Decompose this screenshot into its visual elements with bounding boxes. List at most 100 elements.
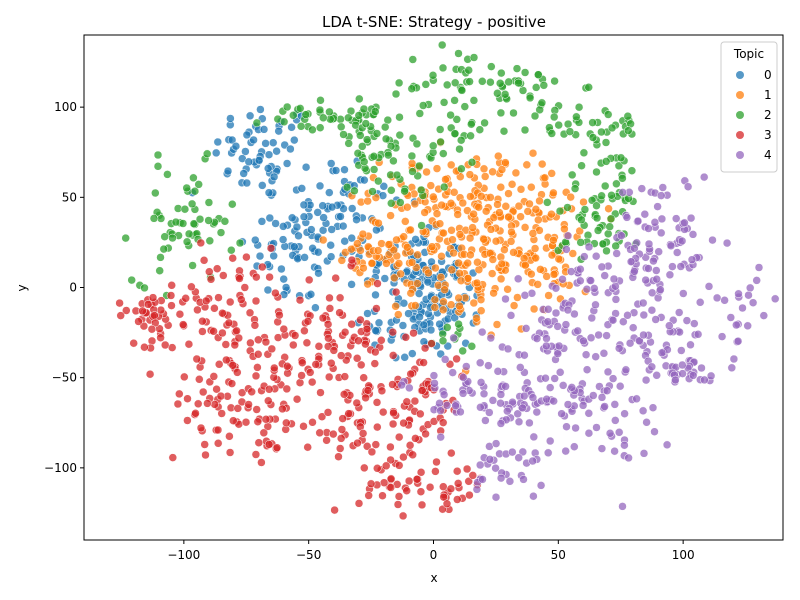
data-point — [555, 368, 565, 377]
data-point — [529, 432, 539, 442]
data-point — [336, 434, 346, 443]
data-point — [563, 119, 573, 129]
data-point — [409, 328, 418, 338]
data-point — [565, 127, 575, 136]
x-tick-label: −50 — [296, 548, 321, 562]
data-point — [528, 456, 537, 466]
data-point — [264, 150, 274, 159]
data-point — [318, 235, 328, 245]
data-point — [408, 167, 417, 176]
data-point — [153, 162, 163, 171]
data-point — [317, 412, 327, 421]
data-point — [428, 141, 438, 151]
data-point — [656, 191, 666, 200]
data-point — [401, 217, 410, 226]
data-point — [520, 291, 530, 300]
data-point — [271, 219, 280, 228]
data-point — [759, 311, 769, 320]
data-point — [401, 333, 411, 342]
data-point — [231, 141, 241, 151]
data-point — [545, 383, 555, 392]
data-point — [527, 182, 536, 192]
data-point — [242, 178, 252, 188]
data-point — [476, 378, 486, 387]
data-point — [150, 311, 159, 320]
data-point — [139, 321, 149, 331]
data-point — [300, 326, 309, 336]
data-point — [220, 217, 230, 226]
data-point — [234, 333, 244, 343]
data-point — [530, 244, 540, 253]
data-point — [452, 354, 461, 364]
data-point — [394, 310, 403, 319]
data-point — [325, 188, 334, 197]
data-point — [450, 129, 460, 138]
data-point — [438, 63, 448, 73]
data-point — [352, 398, 362, 408]
data-point — [386, 483, 396, 492]
data-point — [214, 293, 223, 302]
data-point — [677, 346, 686, 355]
series-4 — [397, 172, 780, 511]
data-point — [463, 258, 472, 268]
data-point — [213, 439, 223, 448]
data-point — [455, 230, 465, 239]
data-point — [427, 242, 437, 251]
data-point — [204, 216, 213, 225]
data-point — [476, 306, 486, 315]
data-point — [447, 226, 456, 235]
data-point — [410, 396, 420, 406]
data-point — [148, 293, 158, 302]
data-point — [394, 432, 404, 442]
data-point — [303, 317, 313, 326]
data-point — [388, 327, 398, 337]
series-2 — [121, 40, 640, 356]
data-point — [290, 135, 299, 145]
data-point — [287, 123, 296, 132]
data-point — [138, 306, 147, 316]
data-point — [469, 53, 479, 62]
data-point — [265, 272, 274, 282]
data-point — [384, 240, 394, 249]
data-point — [474, 202, 483, 212]
data-point — [584, 409, 594, 418]
data-point — [618, 174, 627, 183]
data-point — [200, 440, 209, 449]
y-tick-label: −100 — [44, 461, 77, 475]
data-point — [611, 295, 621, 304]
data-point — [361, 339, 370, 349]
data-point — [166, 291, 176, 300]
data-point — [612, 179, 621, 189]
data-point — [406, 288, 416, 298]
y-tick-label: −50 — [52, 371, 77, 385]
data-point — [528, 393, 538, 402]
data-point — [512, 64, 522, 73]
data-point — [363, 386, 373, 395]
data-point — [183, 416, 192, 425]
data-point — [501, 294, 510, 304]
data-point — [476, 403, 485, 412]
data-point — [436, 406, 445, 415]
data-point — [459, 373, 468, 382]
data-point — [572, 112, 581, 122]
data-point — [614, 344, 624, 353]
data-point — [469, 209, 478, 219]
data-point — [608, 315, 618, 325]
data-point — [532, 407, 542, 417]
data-point — [439, 98, 449, 107]
data-point — [558, 381, 568, 390]
data-point — [229, 416, 238, 425]
data-point — [373, 422, 382, 432]
data-point — [407, 84, 417, 93]
data-point — [122, 306, 131, 315]
cluster-4-7 — [570, 362, 672, 511]
data-point — [382, 259, 391, 268]
data-point — [520, 125, 530, 135]
data-point — [316, 96, 325, 105]
data-point — [115, 298, 124, 308]
data-point — [374, 176, 383, 186]
data-point — [266, 243, 276, 253]
data-point — [525, 418, 534, 428]
data-point — [358, 429, 368, 438]
data-point — [491, 439, 501, 448]
